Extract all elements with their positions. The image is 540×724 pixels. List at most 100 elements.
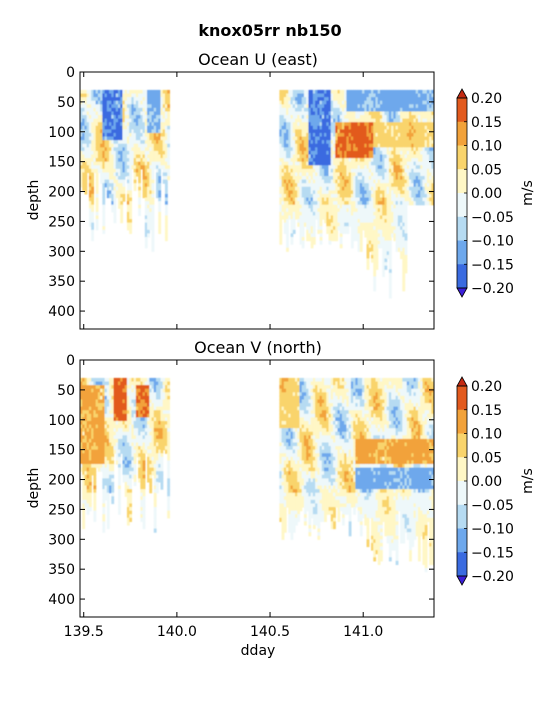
heatmap-cell (93, 514, 96, 518)
heatmap-cell (102, 205, 105, 209)
heatmap-cell (91, 183, 94, 187)
heatmap-cell (93, 471, 96, 475)
heatmap-cell (167, 108, 170, 112)
heatmap-cell (93, 475, 96, 479)
heatmap-cell (293, 230, 296, 234)
heatmap-cell (167, 140, 170, 144)
heatmap-cell (291, 241, 294, 245)
heatmap-cell (89, 496, 92, 500)
heatmap-cell (389, 241, 392, 245)
heatmap-cell (313, 241, 316, 245)
heatmap-cell (167, 151, 170, 155)
heatmap-cell (91, 230, 94, 234)
heatmap-cell (389, 237, 392, 241)
heatmap-cell (167, 165, 170, 169)
heatmap-cell (107, 514, 110, 518)
heatmap-cell (102, 500, 105, 504)
heatmap-cell (405, 212, 408, 216)
colorbar-label: m/s (520, 180, 536, 206)
heatmap-cell (138, 208, 141, 212)
heatmap-cell (382, 269, 385, 273)
heatmap-cell (93, 478, 96, 482)
heatmap-cell (82, 521, 85, 525)
heatmap-cell (102, 503, 105, 507)
heatmap-cell (91, 180, 94, 184)
heatmap-cell (120, 208, 123, 212)
heatmap-cell (129, 223, 132, 227)
heatmap-cell (384, 262, 387, 266)
heatmap-cell (118, 464, 121, 468)
heatmap-cell (107, 525, 110, 529)
heatmap-cell (165, 187, 168, 191)
y-tick-label: 150 (48, 155, 75, 171)
heatmap-cell (152, 219, 155, 223)
heatmap-cell (279, 226, 282, 230)
heatmap-cell (389, 284, 392, 288)
heatmap-cell (405, 223, 408, 227)
heatmap-cell (320, 219, 323, 223)
heatmap-cell (152, 212, 155, 216)
panel-u-y-label: depth (26, 180, 42, 221)
heatmap-cell (102, 215, 105, 219)
heatmap-cell (165, 223, 168, 227)
heatmap-cell (91, 201, 94, 205)
heatmap-cell (360, 244, 363, 248)
heatmap-cell (373, 280, 376, 284)
heatmap-cell (167, 111, 170, 115)
heatmap-cell (158, 201, 161, 205)
heatmap-cell (152, 172, 155, 176)
heatmap-cell (373, 284, 376, 288)
heatmap-cell (158, 205, 161, 209)
heatmap-cell (167, 129, 170, 133)
colorbar-segment (457, 264, 467, 288)
heatmap-cell (129, 180, 132, 184)
heatmap-cell (165, 215, 168, 219)
panel-ocean-v: Ocean V (north) 050100150200250300350400… (26, 338, 536, 659)
heatmap-cell (376, 266, 379, 270)
heatmap-cell (167, 101, 170, 105)
heatmap-cell (138, 190, 141, 194)
heatmap-cell (405, 262, 408, 266)
heatmap-cell (158, 226, 161, 230)
heatmap-cell (102, 208, 105, 212)
heatmap-cell (313, 223, 316, 227)
heatmap-cell (129, 212, 132, 216)
heatmap-cell (111, 475, 114, 479)
heatmap-cell (138, 212, 141, 216)
panel-ocean-u: Ocean U (east) 050100150200250300350400 … (26, 50, 536, 329)
heatmap-cell (158, 230, 161, 234)
heatmap-cell (389, 262, 392, 266)
heatmap-cell (167, 154, 170, 158)
heatmap-cell (93, 500, 96, 504)
heatmap-cell (89, 489, 92, 493)
heatmap-cell (286, 226, 289, 230)
heatmap-cell (93, 482, 96, 486)
heatmap-cell (84, 183, 87, 187)
heatmap-cell (286, 230, 289, 234)
heatmap-cell (129, 187, 132, 191)
heatmap-cell (93, 486, 96, 490)
heatmap-cell (389, 248, 392, 252)
heatmap-cell (93, 496, 96, 500)
heatmap-cell (138, 198, 141, 202)
heatmap-cell (102, 223, 105, 227)
heatmap-cell (158, 194, 161, 198)
heatmap-cell (165, 205, 168, 209)
heatmap-cell (102, 511, 105, 515)
heatmap-cell (127, 521, 130, 525)
heatmap-cell (158, 223, 161, 227)
heatmap-cell (84, 187, 87, 191)
colorbar-tick-label: 0.00 (471, 186, 502, 202)
heatmap-cell (351, 244, 354, 248)
colorbar-tick-label: 0.05 (471, 162, 502, 178)
heatmap-cell (340, 233, 343, 237)
heatmap-cell (91, 215, 94, 219)
heatmap-cell (107, 503, 110, 507)
y-tick-label: 300 (48, 244, 75, 260)
heatmap-cell (389, 280, 392, 284)
heatmap-cell (367, 262, 370, 266)
heatmap-cell (91, 205, 94, 209)
heatmap-cell (91, 223, 94, 227)
heatmap-cell (129, 194, 132, 198)
heatmap-cell (165, 180, 168, 184)
